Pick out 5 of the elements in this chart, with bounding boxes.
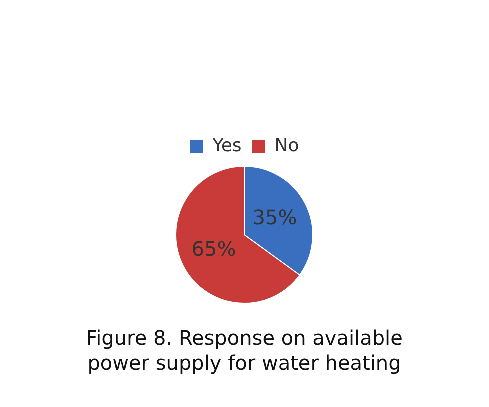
text: Figure 8. Response on available power supply for water heating — [85, 326, 404, 376]
data-label: 35% — [252, 206, 298, 230]
legend-label: No — [274, 136, 300, 157]
legend-label: Yes — [212, 136, 242, 157]
data-label: 65% — [192, 236, 236, 261]
